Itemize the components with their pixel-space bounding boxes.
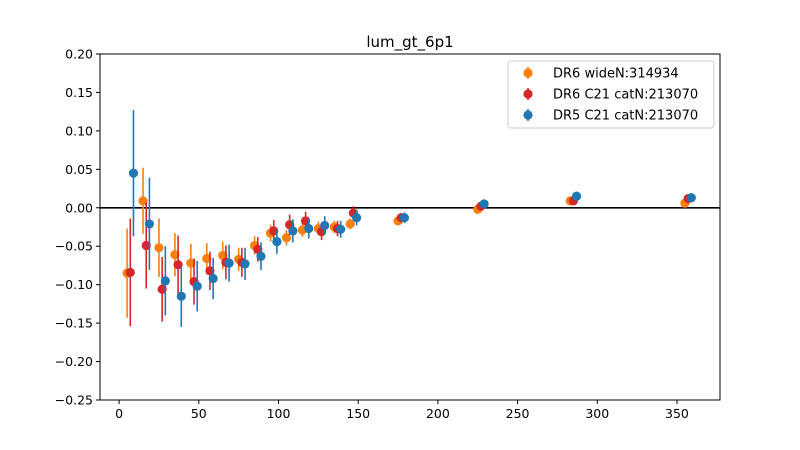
x-tick-label: 50 [191, 406, 207, 421]
data-point [205, 266, 215, 276]
data-point [170, 250, 180, 260]
legend-point-marker [523, 110, 533, 120]
y-tick-label: −0.20 [55, 354, 93, 369]
legend-label: DR6 C21 catN:213070 [553, 88, 698, 103]
y-tick-label: 0.05 [65, 162, 93, 177]
x-tick-label: 300 [585, 406, 609, 421]
x-tick-label: 150 [346, 406, 370, 421]
x-tick-label: 200 [426, 406, 450, 421]
data-point [269, 226, 279, 236]
data-point [352, 213, 362, 223]
data-point [160, 276, 170, 286]
data-point [173, 260, 183, 270]
data-point [288, 226, 298, 236]
data-point [154, 243, 164, 253]
plot-area [100, 110, 720, 327]
data-point [345, 219, 355, 229]
y-tick-label: −0.10 [55, 277, 93, 292]
data-point [301, 216, 311, 226]
data-point [399, 213, 410, 223]
data-point [256, 251, 266, 261]
y-tick-label: 0.00 [65, 200, 93, 215]
axes-frame [99, 53, 721, 401]
x-tick-label: 0 [115, 406, 123, 421]
legend-label: DR5 C21 catN:213070 [553, 109, 698, 124]
data-point [240, 259, 250, 269]
data-point [208, 273, 218, 284]
data-point [479, 199, 489, 209]
data-point [192, 281, 202, 291]
data-point [686, 193, 696, 203]
legend: DR6 wideN:314934 DR6 C21 catN:213070 DR5 C… [507, 60, 715, 129]
legend-label: DR6 wideN:314934 [553, 67, 679, 82]
legend-entry: DR6 wideN:314934 [523, 67, 679, 82]
y-tick-label: 0.20 [65, 47, 93, 62]
data-point [186, 258, 196, 268]
chart-title: lum_gt_6p1 [366, 33, 453, 52]
data-point [272, 237, 282, 247]
data-point [281, 233, 292, 243]
data-point [128, 168, 139, 178]
data-point [253, 244, 263, 254]
data-point [224, 258, 234, 268]
x-tick-label: 350 [665, 406, 689, 421]
x-tick-label: 250 [506, 406, 530, 421]
legend-box [507, 60, 715, 129]
legend-entry: DR6 C21 catN:213070 [523, 88, 698, 103]
data-point [202, 253, 212, 264]
data-point [125, 267, 135, 277]
data-point [157, 284, 167, 294]
data-point [144, 219, 155, 229]
data-point [336, 224, 346, 234]
data-point [141, 240, 151, 251]
axes: 0 50 100 150 200 250 300 350 −0.25 −0.20 −0.15 −0.1… [55, 47, 721, 421]
data-point [304, 223, 314, 234]
data-point [138, 196, 148, 206]
y-tick-label: 0.15 [65, 85, 93, 100]
data-point [176, 291, 186, 301]
y-tick-label: −0.15 [55, 316, 93, 331]
legend-point-marker [523, 68, 533, 78]
data-point [218, 250, 228, 261]
x-tick-label: 100 [267, 406, 291, 421]
y-tick-label: −0.05 [55, 239, 93, 254]
y-tick-label: 0.10 [65, 123, 93, 138]
y-tick-label: −0.25 [55, 393, 93, 408]
series-3 [128, 110, 696, 327]
legend-point-marker [523, 89, 533, 99]
legend-entry: DR5 C21 catN:213070 [523, 109, 698, 124]
data-point [320, 220, 330, 231]
data-point [571, 191, 582, 201]
